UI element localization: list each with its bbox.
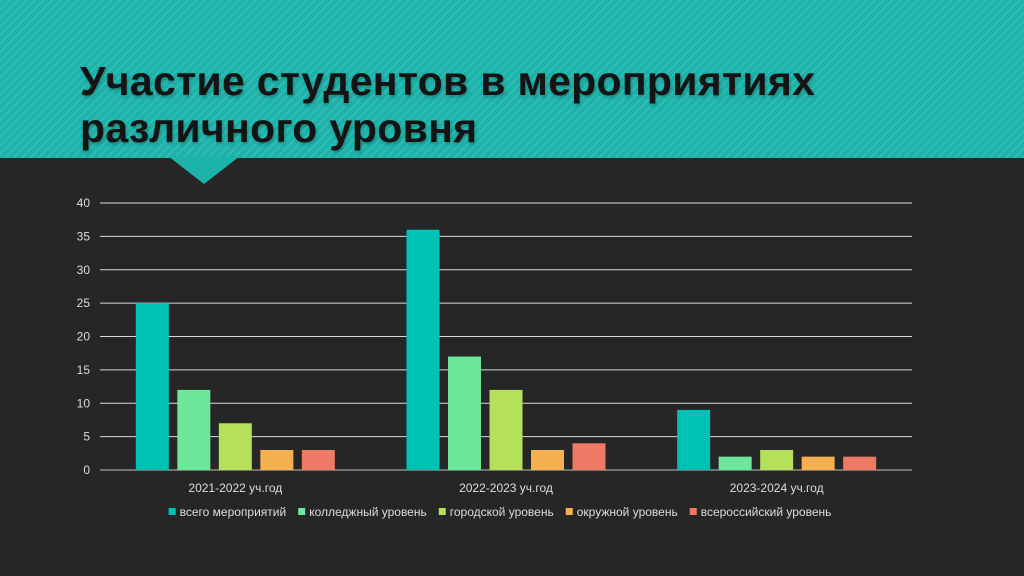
legend-label: городской уровень [450, 505, 554, 519]
y-tick-label: 40 [77, 196, 91, 210]
x-category-label: 2022-2023 уч.год [459, 481, 553, 495]
y-tick-label: 0 [83, 463, 90, 477]
y-tick-label: 30 [77, 263, 91, 277]
bar [177, 389, 211, 470]
y-tick-label: 20 [77, 330, 91, 344]
bar [572, 443, 606, 470]
bar [489, 389, 523, 470]
legend-swatch [438, 508, 446, 515]
y-tick-label: 10 [77, 396, 91, 410]
legend-swatch [689, 508, 697, 515]
y-tick-label: 15 [77, 363, 91, 377]
legend-label: всего мероприятий [180, 505, 287, 519]
legend-swatch [168, 508, 176, 515]
bar [260, 449, 294, 470]
legend-label: окружной уровень [577, 505, 678, 519]
x-category-label: 2023-2024 уч.год [730, 481, 824, 495]
bar [531, 449, 564, 470]
bar [677, 409, 711, 470]
bar [843, 456, 877, 470]
slide-title: Участие студентов в мероприятиях различн… [80, 58, 816, 151]
bar [801, 456, 835, 470]
legend-swatch [298, 508, 306, 515]
legend-label: колледжный уровень [309, 505, 427, 519]
bar [760, 449, 794, 470]
y-tick-label: 5 [83, 430, 90, 444]
bar [135, 303, 169, 470]
header-notch [168, 156, 240, 184]
y-tick-label: 25 [77, 296, 91, 310]
bar [406, 229, 440, 470]
bar [448, 356, 481, 470]
bar [301, 449, 335, 470]
bar [218, 423, 252, 470]
header-banner [0, 0, 1024, 158]
legend-swatch [565, 508, 573, 515]
x-category-label: 2021-2022 уч.год [188, 481, 282, 495]
bar [718, 456, 752, 470]
legend-label: всероссийский уровень [701, 505, 832, 519]
y-tick-label: 35 [77, 229, 91, 243]
